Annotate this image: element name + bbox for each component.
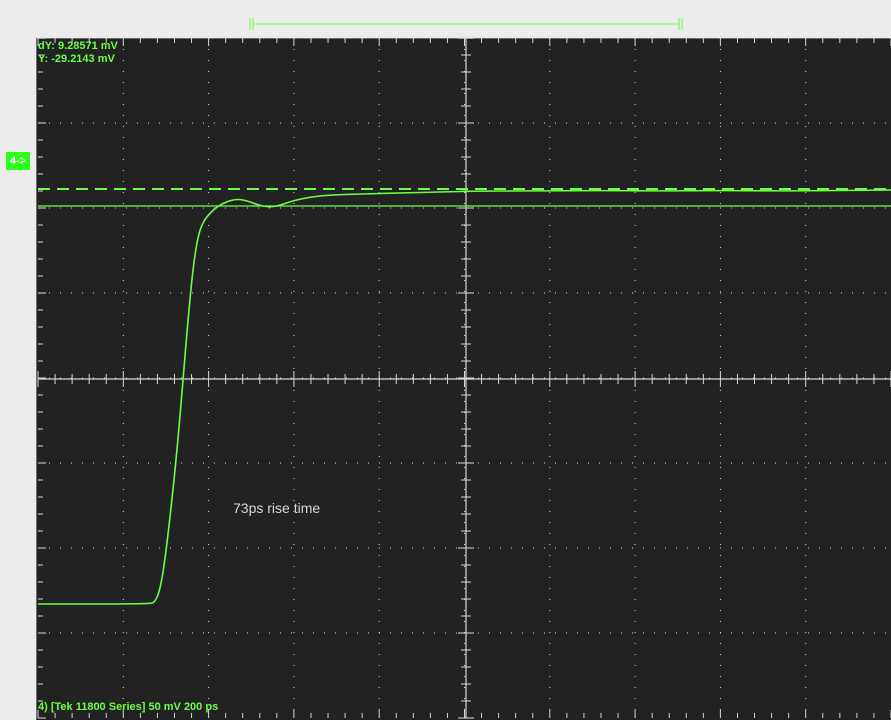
axis-ticks — [37, 37, 891, 719]
status-bar: 4) [Tek 11800 Series] 50 mV 200 ps — [38, 701, 219, 713]
time-window-bar[interactable] — [249, 18, 683, 30]
scope-top-bar — [0, 0, 891, 38]
dy-readout: dY: 9.28571 mV — [38, 40, 118, 52]
channel-4-marker[interactable]: 4-> — [6, 152, 30, 170]
scope-left-strip — [0, 38, 36, 720]
rise-time-annotation: 73ps rise time — [233, 500, 321, 516]
waveform-trace — [38, 189, 891, 605]
y-readout: Y: -29.2143 mV — [38, 53, 115, 65]
